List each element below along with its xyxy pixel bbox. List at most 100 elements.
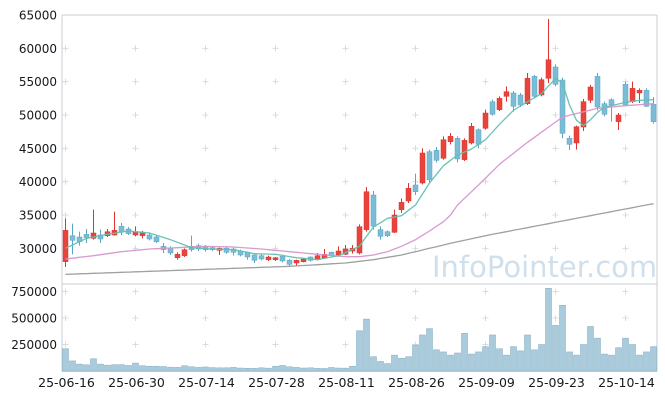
volume-bar — [146, 365, 153, 372]
candle-body-up — [174, 254, 181, 258]
volume-bar — [447, 354, 454, 372]
grid-cross — [482, 288, 489, 295]
volume-bar — [279, 365, 286, 372]
candle-body-up — [524, 78, 531, 104]
axes-frame — [61, 14, 658, 372]
date-axis-label: 25-09-23 — [528, 375, 585, 390]
price-axis-label: 30000 — [19, 242, 57, 256]
grid-cross — [342, 315, 349, 321]
volume-bar — [426, 328, 433, 372]
grid-cross — [342, 341, 349, 348]
volume-bar — [251, 368, 258, 372]
grid-cross — [272, 178, 279, 185]
volume-bar — [181, 365, 188, 372]
candle-body-down — [559, 79, 566, 134]
volume-bar — [475, 351, 482, 372]
grid-cross — [132, 288, 139, 295]
grid-cross — [342, 112, 349, 118]
candle-body-up — [587, 86, 594, 101]
grid-cross — [132, 78, 139, 85]
volume-bar — [188, 366, 195, 372]
grid-cross — [342, 178, 349, 185]
candle-body-down — [384, 231, 391, 236]
moving-average-lines — [65, 77, 654, 275]
candle-body-down — [517, 94, 524, 106]
volume-bar — [230, 367, 237, 372]
grid-cross — [272, 112, 279, 118]
volume-axis-label: 500000 — [11, 312, 57, 326]
date-axis-label: 25-09-09 — [458, 375, 515, 390]
candle-body-up — [440, 139, 447, 159]
grid-cross — [622, 288, 629, 295]
volume-bar — [167, 366, 174, 372]
volume-bar — [503, 354, 510, 372]
candle-body-up — [503, 91, 510, 97]
volume-bar — [461, 333, 468, 372]
volume-bar — [643, 351, 650, 372]
price-axis-label: 50000 — [19, 109, 57, 123]
volume-bar — [433, 349, 440, 372]
grid-cross — [132, 341, 139, 348]
grid-cross — [62, 212, 69, 218]
date-axis-labels: 25-06-16 25-06-30 25-07-14 25-07-28 25-08-11… — [38, 375, 655, 390]
grid-cross — [552, 245, 559, 252]
grid-cross — [62, 288, 69, 295]
candle-body-down — [153, 236, 160, 242]
grid-cross — [482, 145, 489, 152]
volume-bar — [608, 354, 615, 372]
volume-bar — [97, 363, 104, 372]
date-axis-label: 25-06-16 — [38, 375, 95, 390]
grid-cross — [272, 45, 279, 52]
volume-bar — [174, 367, 181, 372]
ma-long-line — [65, 203, 654, 275]
volume-bar — [496, 348, 503, 372]
candle-body-down — [167, 248, 174, 254]
date-axis-label: 25-10-14 — [598, 375, 655, 390]
grid-cross — [62, 315, 69, 321]
volume-bar — [398, 358, 405, 372]
candle-body-down — [594, 76, 601, 108]
volume-bar — [545, 288, 552, 372]
candle-body-down — [489, 101, 496, 115]
candle-body-up — [265, 256, 272, 260]
candle-body-up — [545, 59, 552, 79]
candle-body-up — [636, 90, 643, 94]
candle-body-up — [405, 188, 412, 202]
volume-bar — [307, 367, 314, 372]
candle-body-up — [181, 249, 188, 256]
volume-bar — [650, 346, 657, 372]
volume-bar — [125, 365, 132, 372]
date-axis-label: 25-07-28 — [248, 375, 305, 390]
grid-cross — [412, 78, 419, 85]
candle-body-up — [62, 230, 69, 262]
volume-bar — [615, 347, 622, 372]
candle-body-up — [363, 191, 370, 230]
volume-bar — [573, 354, 580, 372]
grid-cross — [272, 288, 279, 295]
volume-bar — [335, 367, 342, 372]
volume-bar — [153, 365, 160, 372]
volume-bar — [419, 334, 426, 372]
volume-bar — [405, 356, 412, 372]
grid-cross — [342, 212, 349, 218]
volume-bar — [412, 344, 419, 372]
volume-bar — [314, 368, 321, 372]
volume-bar — [132, 362, 139, 372]
grid-cross — [202, 288, 209, 295]
candle-body-up — [293, 260, 300, 264]
candle-body-up — [468, 126, 475, 144]
date-axis-label: 25-08-26 — [388, 375, 445, 390]
volume-bar — [258, 367, 265, 372]
candle-body-down — [622, 84, 629, 106]
volume-bar — [160, 366, 167, 372]
grid-cross — [622, 245, 629, 252]
grid-cross — [622, 178, 629, 185]
volume-bar — [566, 351, 573, 372]
candle-body-down — [433, 150, 440, 161]
price-axis-label: 45000 — [19, 142, 57, 156]
ma-mid-line — [65, 103, 654, 260]
candle-body-up — [573, 126, 580, 144]
volume-axis-labels: 750000 500000 250000 — [11, 285, 57, 352]
volume-bar — [342, 367, 349, 372]
candle-body-up — [272, 257, 279, 260]
